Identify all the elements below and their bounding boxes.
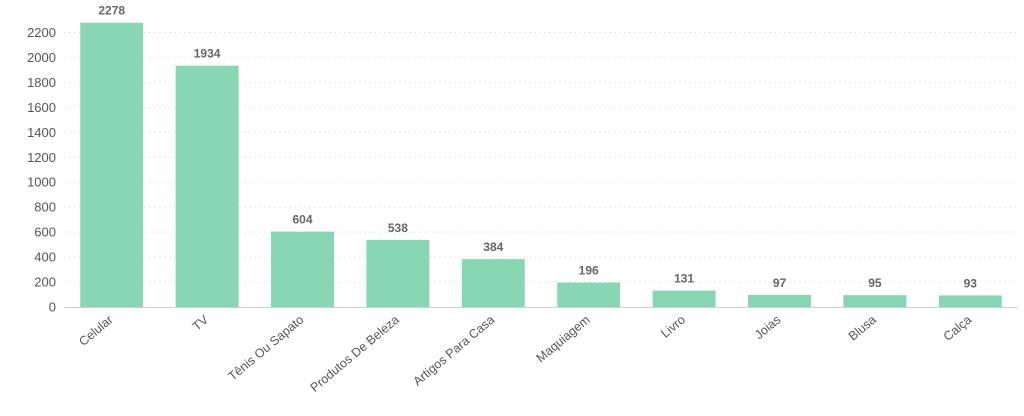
y-tick-label: 1800 — [27, 75, 56, 90]
x-tick-label: Maquiagem — [534, 313, 593, 366]
y-tick-label: 200 — [34, 275, 56, 290]
data-label: 95 — [868, 276, 882, 290]
x-tick-label: Artigos Para Casa — [411, 313, 498, 389]
x-tick-label: Joias — [752, 313, 783, 342]
y-tick-label: 1600 — [27, 100, 56, 115]
data-label: 97 — [773, 276, 787, 290]
y-tick-label: 600 — [34, 225, 56, 240]
data-label: 1934 — [194, 47, 221, 61]
y-tick-label: 0 — [49, 300, 56, 315]
y-tick-label: 800 — [34, 200, 56, 215]
bar[interactable] — [80, 22, 144, 308]
data-label: 2278 — [98, 4, 125, 18]
y-tick-label: 2000 — [27, 50, 56, 65]
bar[interactable] — [652, 290, 716, 307]
x-tick-label: Calça — [941, 313, 975, 344]
data-label: 538 — [388, 221, 408, 235]
bars — [80, 22, 1002, 308]
data-label: 384 — [483, 240, 503, 254]
bar[interactable] — [843, 295, 907, 307]
x-tick-label: Livro — [658, 313, 688, 341]
x-axis-ticks: Celular TV Tênis Ou Sapato Produtos De Bele… — [76, 312, 974, 395]
data-label: 131 — [674, 272, 694, 286]
data-label: 196 — [579, 264, 599, 278]
grid-lines — [64, 31, 1018, 283]
bar[interactable] — [366, 239, 430, 307]
bar[interactable] — [938, 295, 1002, 307]
x-tick-label: Blusa — [846, 313, 879, 344]
data-labels: 2278 1934 604 538 384 196 131 97 95 93 — [98, 4, 977, 291]
y-axis-ticks: 0 200 400 600 800 1000 1200 1400 1600 1800 2000 220… — [27, 25, 56, 315]
x-tick-label: TV — [190, 312, 212, 333]
x-tick-label: Celular — [76, 313, 115, 349]
x-tick-label: Tênis Ou Sapato — [226, 313, 307, 384]
bar[interactable] — [748, 294, 811, 307]
bar[interactable] — [557, 282, 621, 307]
y-tick-label: 1400 — [27, 125, 56, 140]
data-label: 93 — [964, 276, 978, 290]
y-tick-label: 1000 — [27, 175, 56, 190]
x-tick-label: Produtos De Beleza — [308, 313, 402, 395]
bar[interactable] — [175, 65, 239, 307]
bar[interactable] — [271, 231, 334, 307]
y-tick-label: 1200 — [27, 150, 56, 165]
data-label: 604 — [292, 213, 312, 227]
y-tick-label: 400 — [34, 250, 56, 265]
bar[interactable] — [461, 259, 525, 307]
y-tick-label: 2200 — [27, 25, 56, 40]
